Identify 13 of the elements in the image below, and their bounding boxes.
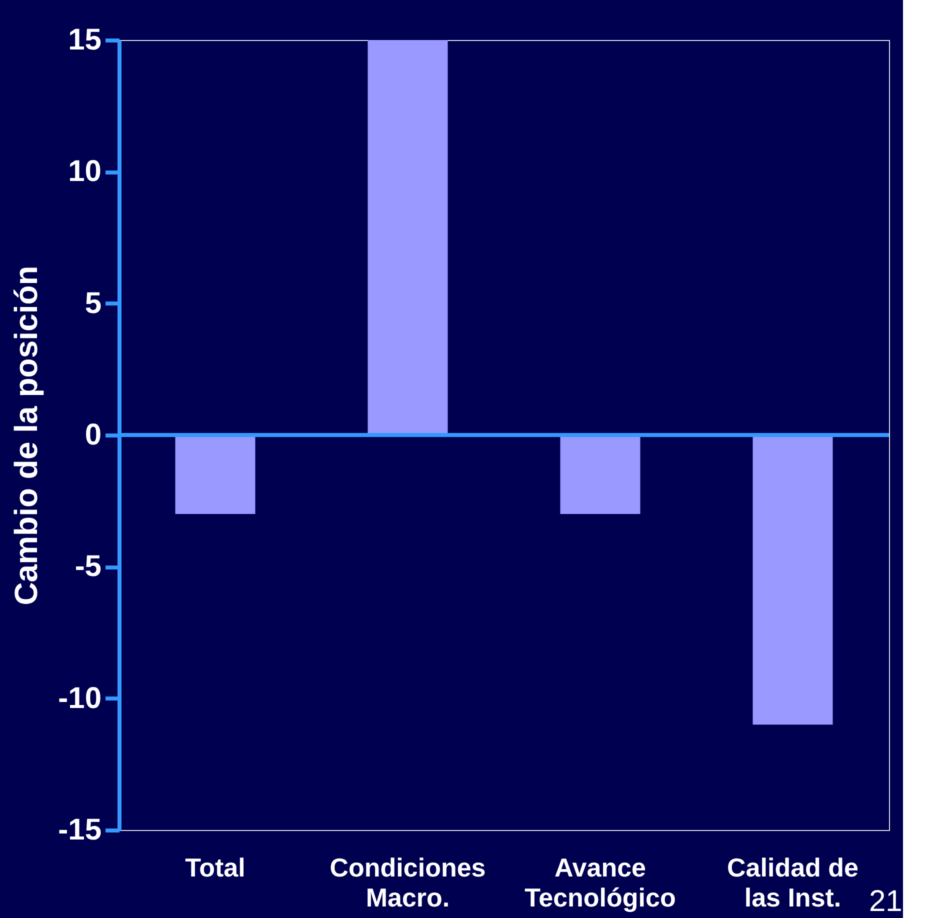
x-tick-label: Avance Tecnológico	[524, 852, 676, 912]
y-tick-label: 15	[68, 24, 102, 56]
y-tick-label: 0	[84, 418, 102, 452]
x-tick-label: Total	[185, 852, 246, 882]
y-tick-label: -5	[74, 550, 102, 584]
y-axis-title: Cambio de la posición	[8, 266, 44, 606]
y-tick-label: 5	[84, 286, 102, 320]
y-tick-label: -15	[58, 814, 102, 846]
x-tick-label: Condiciones Macro.	[330, 852, 486, 912]
y-tick-label: 10	[68, 155, 102, 188]
x-tick-label: Calidad de las Inst.	[727, 852, 858, 912]
text: 21	[869, 885, 902, 918]
y-tick-label: -10	[58, 682, 102, 715]
